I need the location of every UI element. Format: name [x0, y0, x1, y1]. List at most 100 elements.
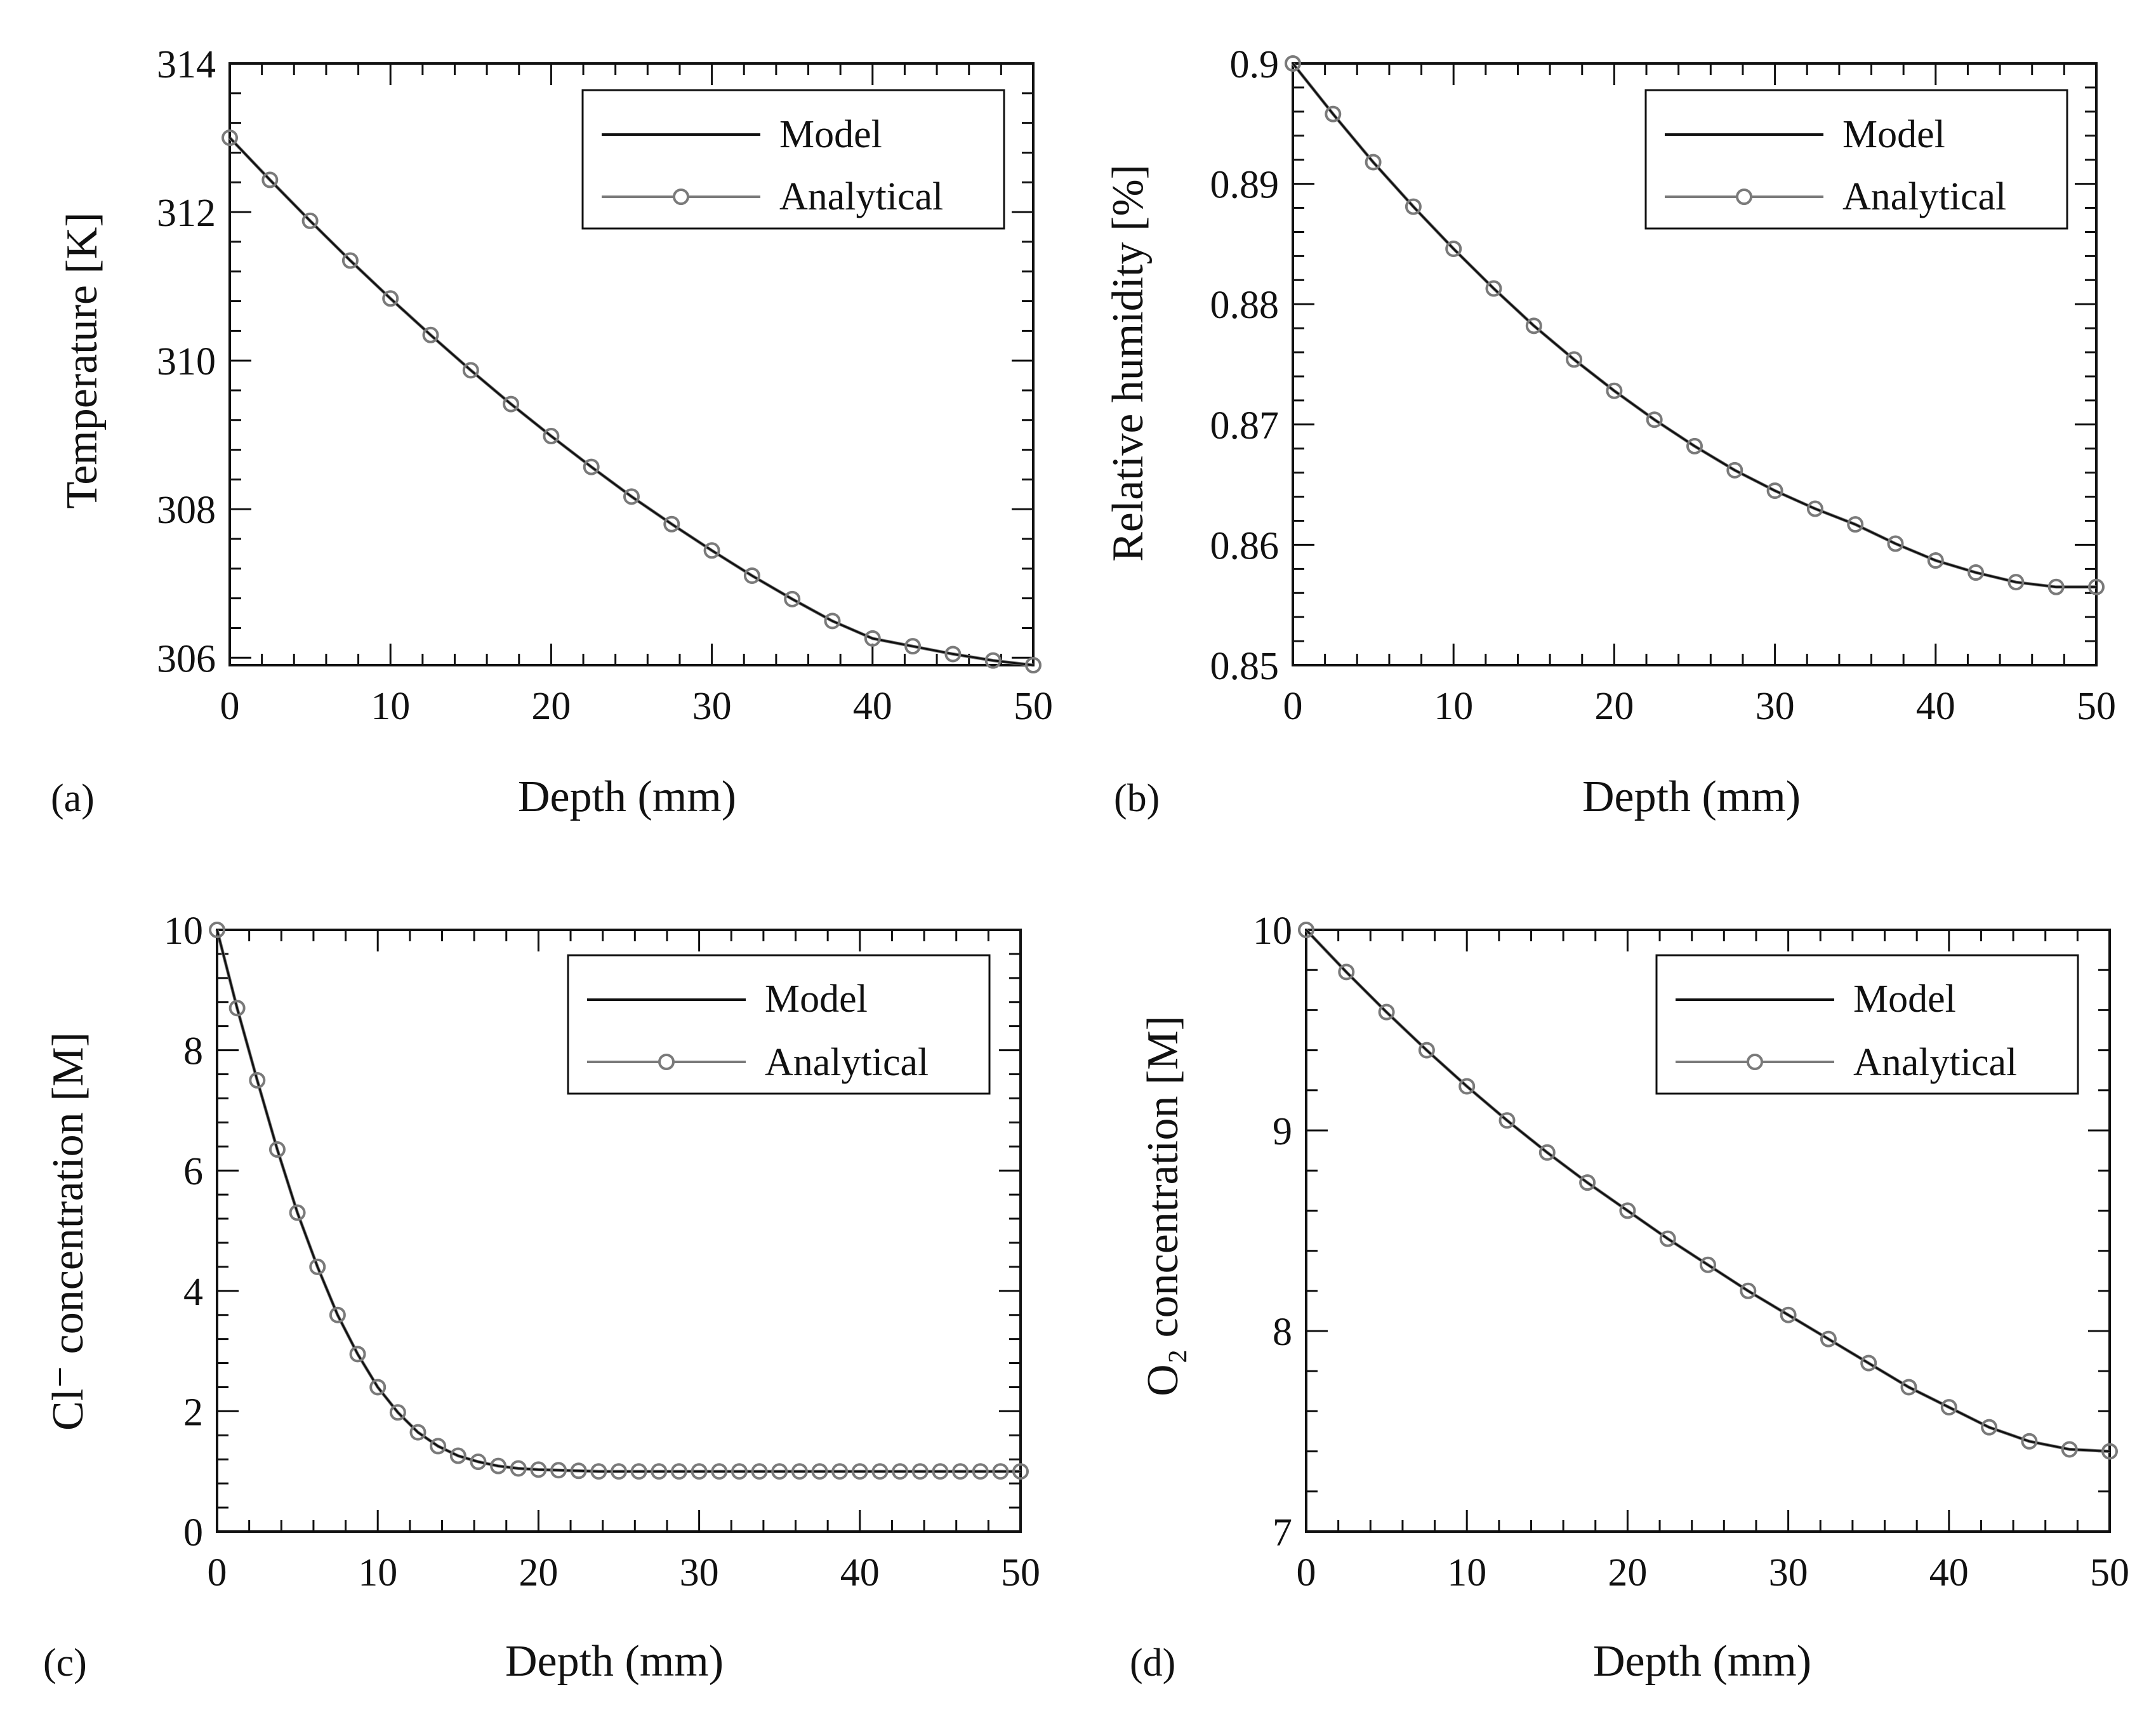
analytical-data-point — [972, 1463, 989, 1480]
analytical-data-point — [301, 212, 319, 229]
analytical-data-point — [623, 488, 640, 505]
legend-analytical-marker — [1736, 189, 1752, 205]
y-tick-label: 312 — [157, 192, 216, 235]
x-tick-label: 50 — [1014, 685, 1053, 728]
analytical-data-point — [249, 1072, 266, 1089]
analytical-data-point — [349, 1346, 366, 1363]
analytical-data-point — [1981, 1419, 1998, 1436]
analytical-data-point — [503, 395, 520, 413]
analytical-data-point — [1659, 1230, 1676, 1247]
plot-frame — [1292, 62, 2098, 666]
panel-c-letter: (c) — [43, 1641, 87, 1685]
analytical-data-point — [1298, 922, 1314, 938]
analytical-data-point — [490, 1457, 507, 1474]
legend-analytical-marker — [1747, 1054, 1763, 1070]
panel-d: (d) Depth (mm) O₂ concentration [M] 0 10 2… — [1130, 910, 2129, 1686]
analytical-data-point — [1566, 351, 1583, 368]
analytical-data-point — [583, 458, 600, 475]
analytical-data-point — [1378, 1003, 1395, 1021]
analytical-data-point — [309, 1258, 326, 1275]
analytical-data-point — [703, 542, 720, 559]
panel-c-xlabel: Depth (mm) — [505, 1637, 724, 1686]
analytical-data-point — [731, 1463, 748, 1480]
analytical-data-point — [1285, 55, 1301, 72]
y-tick-label: 8 — [1273, 1311, 1292, 1354]
y-tick-label: 4 — [183, 1271, 203, 1314]
analytical-data-point — [871, 1463, 889, 1480]
analytical-data-point — [944, 646, 962, 663]
panel-a-letter: (a) — [51, 777, 95, 820]
y-tick-label: 0.85 — [1210, 645, 1280, 688]
legend-box — [1644, 89, 2068, 230]
analytical-data-point — [329, 1306, 346, 1323]
analytical-data-point — [784, 590, 801, 607]
analytical-data-point — [1538, 1144, 1556, 1161]
analytical-data-point — [2061, 1441, 2078, 1458]
analytical-data-point — [630, 1463, 647, 1480]
analytical-data-point — [268, 1141, 286, 1158]
panel-b-legend-model-label: Model — [1842, 113, 1945, 156]
analytical-data-point — [711, 1463, 728, 1480]
x-tick-label: 30 — [1756, 685, 1795, 728]
y-tick-label: 8 — [183, 1030, 203, 1073]
y-tick-label: 2 — [183, 1391, 203, 1434]
analytical-data-point — [751, 1463, 768, 1480]
x-tick-label: 30 — [1769, 1551, 1808, 1594]
analytical-data-point — [1338, 964, 1355, 981]
panel-b-legend-analytical-label: Analytical — [1842, 175, 2006, 218]
panel-c-ylabel: Cl⁻ concentration [M] — [44, 1032, 93, 1431]
x-tick-label: 50 — [1001, 1551, 1040, 1594]
analytical-data-point — [651, 1463, 668, 1480]
analytical-data-point — [1485, 280, 1502, 297]
analytical-data-point — [510, 1460, 527, 1477]
y-tick-label: 0 — [183, 1511, 203, 1554]
analytical-data-point — [1405, 198, 1422, 215]
plot-frame — [1305, 929, 2111, 1533]
analytical-data-point — [2007, 574, 2025, 591]
analytical-data-point — [409, 1424, 427, 1441]
model-series-line — [228, 136, 1034, 666]
analytical-data-point — [1579, 1174, 1596, 1191]
x-tick-label: 10 — [1447, 1551, 1486, 1594]
x-tick-label: 40 — [1929, 1551, 1969, 1594]
y-tick-label: 306 — [157, 637, 216, 680]
analytical-data-point — [791, 1463, 808, 1480]
analytical-data-point — [824, 613, 841, 630]
analytical-data-point — [530, 1461, 547, 1478]
analytical-data-point — [611, 1463, 627, 1480]
panel-a: (a) Depth (mm) Temperature [K] 0 10 20 30 40… — [51, 43, 1053, 821]
analytical-data-point — [932, 1463, 949, 1480]
panel-a-ylabel: Temperature [K] — [58, 212, 107, 508]
analytical-data-point — [2101, 1443, 2118, 1460]
y-tick-label: 308 — [157, 489, 216, 532]
analytical-data-point — [570, 1462, 587, 1480]
analytical-data-point — [1498, 1112, 1516, 1129]
analytical-data-point — [864, 630, 881, 647]
x-tick-label: 0 — [208, 1551, 227, 1594]
panel-b-ylabel: Relative humidity [%] — [1104, 164, 1153, 562]
analytical-data-point — [2047, 578, 2065, 595]
x-tick-label: 30 — [692, 685, 732, 728]
panel-d-ylabel: O₂ concentration [M] — [1139, 1016, 1187, 1396]
analytical-data-point — [369, 1379, 387, 1396]
analytical-data-point — [1025, 657, 1042, 673]
analytical-data-point — [1940, 1399, 1957, 1416]
analytical-data-point — [984, 652, 1002, 669]
analytical-data-point — [1700, 1256, 1716, 1273]
y-tick-label: 0.89 — [1210, 164, 1280, 207]
analytical-data-point — [2021, 1433, 2038, 1450]
analytical-data-point — [952, 1463, 969, 1480]
analytical-data-point — [992, 1463, 1009, 1480]
analytical-data-point — [1365, 154, 1382, 171]
analytical-data-point — [389, 1404, 406, 1421]
x-tick-label: 20 — [531, 685, 571, 728]
y-tick-label: 9 — [1273, 1110, 1292, 1153]
analytical-data-point — [2088, 578, 2105, 595]
panel-d-letter: (d) — [1130, 1641, 1175, 1685]
y-tick-label: 10 — [1253, 910, 1292, 953]
analytical-data-point — [1458, 1078, 1476, 1095]
analytical-data-point — [904, 638, 922, 655]
analytical-data-point — [743, 567, 760, 584]
